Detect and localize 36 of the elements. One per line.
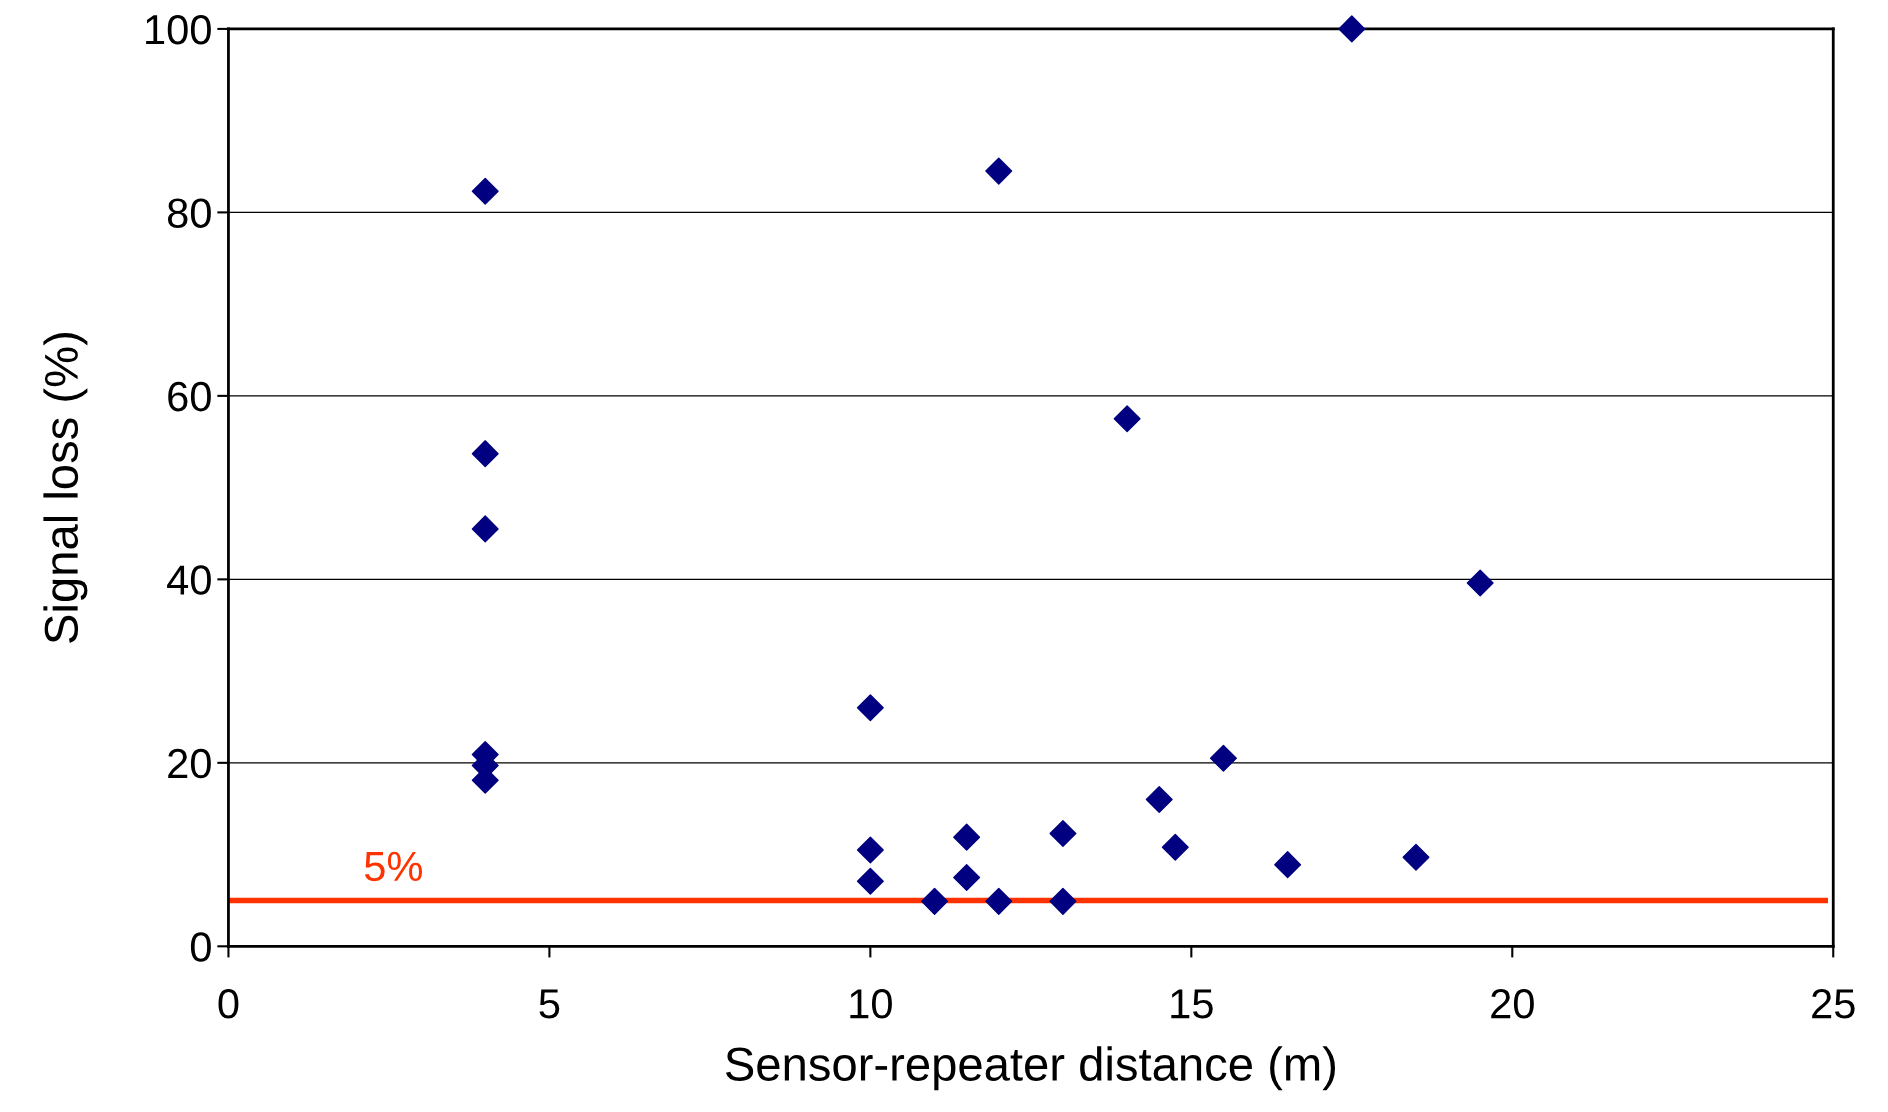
point	[1049, 819, 1077, 847]
y-tick-label: 80	[167, 198, 211, 228]
x-axis-title: Sensor-repeater distance (m)	[725, 1046, 1336, 1091]
point	[856, 694, 884, 722]
point	[1338, 15, 1366, 43]
point	[953, 864, 981, 892]
point	[1466, 569, 1494, 597]
point	[921, 887, 949, 915]
point	[856, 836, 884, 864]
point	[1145, 786, 1173, 814]
point	[1209, 744, 1237, 772]
point	[985, 157, 1013, 185]
point	[985, 887, 1013, 915]
x-tick-label: 5	[539, 989, 560, 1019]
point	[953, 823, 981, 851]
ref-line-label: 5%	[364, 851, 422, 882]
x-tick-label: 20	[1491, 989, 1534, 1019]
y-axis-title: Signal loss (%)	[43, 333, 88, 643]
x-tick-label: 10	[850, 989, 892, 1019]
x-tick-label: 0	[218, 989, 239, 1019]
y-tick-label: 0	[190, 932, 211, 962]
point	[471, 515, 499, 543]
point	[1402, 843, 1430, 871]
x-tick-label: 15	[1171, 989, 1213, 1019]
point	[1161, 833, 1189, 861]
point	[1113, 405, 1141, 433]
point	[1049, 887, 1077, 915]
point	[1274, 851, 1302, 879]
point	[856, 867, 884, 895]
y-tick-label: 100	[146, 14, 211, 45]
y-tick-label: 40	[167, 565, 211, 595]
point	[471, 177, 499, 205]
y-tick-label: 60	[168, 381, 211, 412]
point	[471, 440, 499, 468]
x-tick-label: 25	[1812, 989, 1855, 1019]
y-tick-label: 20	[168, 748, 211, 779]
